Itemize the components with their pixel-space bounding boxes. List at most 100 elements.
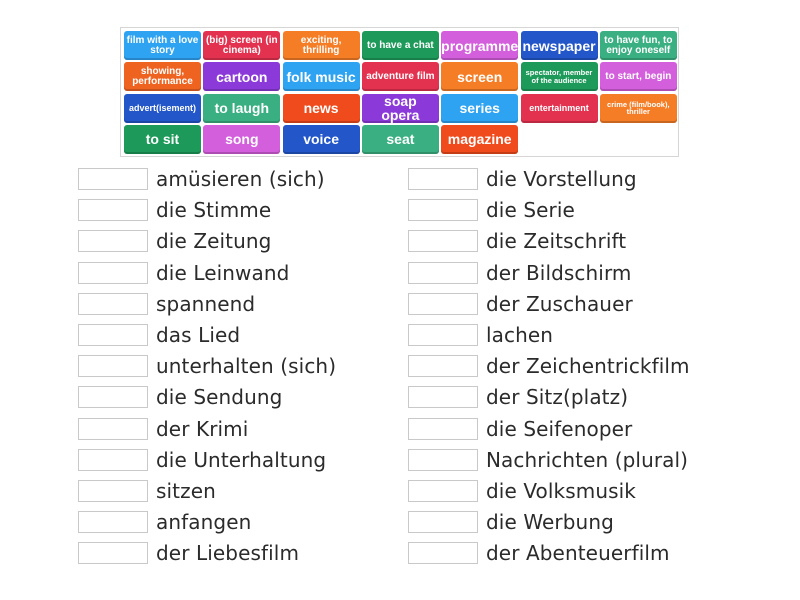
answer-tile[interactable]: voice xyxy=(282,124,360,154)
answer-tile-label: voice xyxy=(303,131,339,148)
drop-target-box[interactable] xyxy=(78,292,148,315)
answer-tile[interactable]: folk music xyxy=(282,62,360,92)
german-word-label: die Stimme xyxy=(156,198,272,223)
german-word-label: das Lied xyxy=(156,323,241,347)
answer-tile[interactable]: magazine xyxy=(441,124,519,154)
answer-tile[interactable]: series xyxy=(441,93,519,123)
answer-tile[interactable]: exciting, thrilling xyxy=(282,31,360,60)
drop-target-box[interactable] xyxy=(408,448,478,471)
match-row: der Zeichentrickfilm xyxy=(408,354,690,378)
german-word-label: der Bildschirm xyxy=(486,260,632,285)
answer-tile-label: advert(isement) xyxy=(128,102,197,113)
german-word-label: der Zeichentrickfilm xyxy=(486,354,690,379)
drop-target-box[interactable] xyxy=(78,324,148,346)
match-row: der Liebesfilm xyxy=(78,541,299,565)
answer-tile[interactable]: to have fun, to enjoy oneself xyxy=(599,31,677,60)
match-row: die Seifenoper xyxy=(408,417,632,441)
drop-target-box[interactable] xyxy=(408,324,478,346)
drop-target-box[interactable] xyxy=(408,261,478,284)
match-row: amüsieren (sich) xyxy=(78,167,325,191)
answer-tile[interactable]: to sit xyxy=(124,124,201,154)
german-word-label: amüsieren (sich) xyxy=(156,167,325,191)
answer-tile[interactable]: to laugh xyxy=(203,93,281,123)
match-row: die Stimme xyxy=(78,198,271,222)
match-row: die Zeitung xyxy=(78,229,271,253)
drop-target-box[interactable] xyxy=(408,417,478,440)
drop-target-box[interactable] xyxy=(78,386,148,409)
answer-tile[interactable]: news xyxy=(282,93,360,123)
match-row: der Sitz(platz) xyxy=(408,385,628,409)
drop-target-box[interactable] xyxy=(78,199,148,222)
drop-target-box[interactable] xyxy=(78,511,148,534)
drop-target-box[interactable] xyxy=(78,230,148,253)
german-word-label: die Leinwand xyxy=(156,260,290,285)
answer-tile[interactable]: programme xyxy=(441,31,519,60)
drop-target-box[interactable] xyxy=(408,230,478,253)
answer-tile-bank: film with a love story (big) screen (in c… xyxy=(120,27,679,157)
answer-tile[interactable]: song xyxy=(203,124,281,154)
drop-target-box[interactable] xyxy=(408,511,478,534)
answer-tile[interactable]: film with a love story xyxy=(124,31,201,60)
drop-target-box[interactable] xyxy=(408,199,478,222)
answer-tile-label: crime (film/book), thriller xyxy=(607,99,670,117)
answer-tile[interactable]: crime (film/book), thriller xyxy=(599,93,677,123)
match-row: der Bildschirm xyxy=(408,261,632,285)
answer-tile[interactable]: to start, begin xyxy=(599,62,677,92)
answer-tile[interactable]: advert(isement) xyxy=(124,93,201,123)
drop-target-box[interactable] xyxy=(78,480,148,502)
answer-tile-label: exciting, thrilling xyxy=(300,34,342,56)
german-word-label: die Zeitschrift xyxy=(486,229,627,254)
german-word-label: unterhalten (sich) xyxy=(156,354,337,379)
answer-tile[interactable]: spectator, member of the audience xyxy=(520,62,598,92)
german-word-label: der Krimi xyxy=(156,416,249,441)
match-row: die Serie xyxy=(408,198,575,222)
answer-tile[interactable]: seat xyxy=(361,124,439,154)
drop-target-box[interactable] xyxy=(408,386,478,409)
answer-tile[interactable]: screen xyxy=(441,62,519,92)
answer-tile-label: programme xyxy=(441,37,519,54)
german-word-label: sitzen xyxy=(156,479,216,503)
match-row: sitzen xyxy=(78,479,216,503)
drop-target-box[interactable] xyxy=(78,542,148,565)
answer-tile-label: entertainment xyxy=(529,102,589,113)
answer-tile[interactable]: to have a chat xyxy=(361,31,439,60)
match-row: die Zeitschrift xyxy=(408,229,626,253)
answer-tile[interactable]: newspaper xyxy=(520,31,598,60)
drop-target-box[interactable] xyxy=(408,480,478,502)
german-word-label: spannend xyxy=(156,291,256,316)
answer-tile[interactable]: soap opera xyxy=(361,93,439,123)
german-word-label: die Vorstellung xyxy=(486,167,637,191)
german-word-label: die Werbung xyxy=(486,510,614,535)
answer-tile[interactable]: entertainment xyxy=(520,93,598,123)
drop-target-box[interactable] xyxy=(78,417,148,440)
answer-tile-label: film with a love story xyxy=(126,34,199,56)
answer-tile-label: to laugh xyxy=(214,100,270,117)
answer-tile[interactable]: adventure film xyxy=(361,62,439,92)
answer-tile-label: to have fun, to enjoy oneself xyxy=(604,34,673,56)
german-word-label: die Zeitung xyxy=(156,229,272,254)
drop-target-box[interactable] xyxy=(78,355,148,378)
answer-tile[interactable]: showing, performance xyxy=(124,62,201,92)
drop-target-box[interactable] xyxy=(408,168,478,190)
answer-tile[interactable]: cartoon xyxy=(203,62,281,92)
answer-tile[interactable]: (big) screen (in cinema) xyxy=(203,31,281,60)
answer-tile-label: seat xyxy=(386,131,415,148)
drop-target-box[interactable] xyxy=(408,542,478,565)
answer-tile-label: to sit xyxy=(145,131,180,148)
match-row: das Lied xyxy=(78,323,240,347)
drop-target-box[interactable] xyxy=(78,261,148,284)
match-row: die Volksmusik xyxy=(408,479,636,503)
answer-tile-label: screen xyxy=(457,68,503,85)
drop-target-box[interactable] xyxy=(78,168,148,190)
match-row: die Vorstellung xyxy=(408,167,637,191)
german-word-label: lachen xyxy=(486,323,554,347)
german-word-label: der Liebesfilm xyxy=(156,541,300,566)
match-row: der Abenteuerfilm xyxy=(408,541,670,565)
answer-tile-label: song xyxy=(225,131,259,148)
drop-target-box[interactable] xyxy=(78,448,148,471)
drop-target-box[interactable] xyxy=(408,355,478,378)
drop-target-box[interactable] xyxy=(408,292,478,315)
answer-tile-label: to have a chat xyxy=(367,39,434,51)
german-word-label: die Volksmusik xyxy=(486,479,636,503)
german-word-label: Nachrichten (plural) xyxy=(486,447,689,472)
